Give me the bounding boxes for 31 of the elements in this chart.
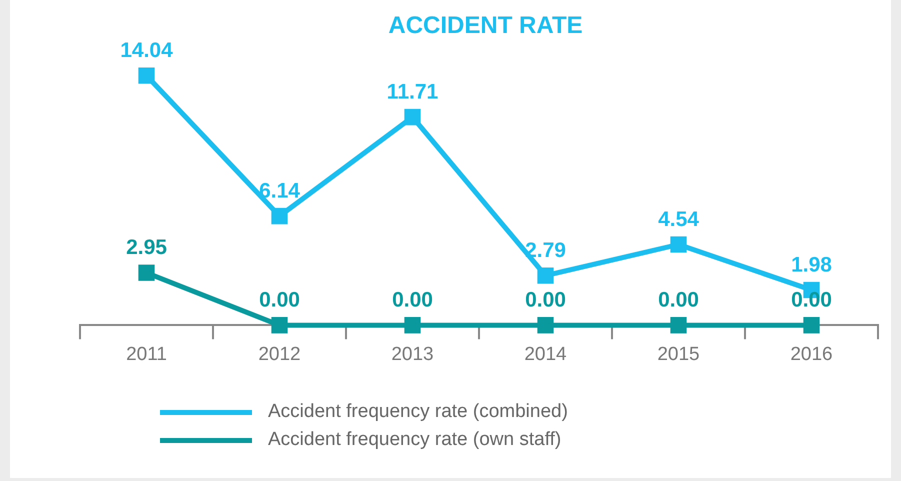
data-label: 4.54	[658, 208, 700, 231]
data-label: 1.98	[791, 253, 832, 276]
data-label: 0.00	[658, 288, 699, 312]
point	[271, 317, 288, 334]
x-tick-label: 2015	[657, 344, 700, 365]
chart-title: ACCIDENT RATE	[388, 12, 583, 40]
point	[670, 317, 687, 334]
data-label: 14.04	[120, 38, 174, 62]
x-tick-label: 2011	[126, 344, 167, 365]
data-label: 0.00	[525, 288, 566, 312]
point	[404, 108, 421, 126]
x-tick-label: 2013	[391, 344, 434, 365]
point	[803, 317, 820, 334]
point	[670, 236, 687, 253]
data-label: 6.14	[259, 179, 300, 202]
data-label: 2.95	[126, 236, 168, 260]
x-tick-label: 2014	[524, 344, 568, 365]
point	[271, 208, 288, 224]
x-tick-label: 2016	[790, 344, 833, 365]
point	[537, 267, 554, 284]
data-label: 0.00	[392, 288, 433, 312]
data-label: 0.00	[259, 288, 300, 312]
data-label: 11.71	[386, 80, 439, 104]
x-tick-label: 2012	[258, 344, 301, 365]
legend-label: Accident frequency rate (combined)	[268, 401, 568, 423]
legend-label: Accident frequency rate (own staff)	[268, 429, 562, 451]
data-label: 0.00	[791, 288, 832, 312]
point	[537, 317, 554, 334]
point	[138, 264, 155, 281]
point	[404, 317, 421, 334]
point	[138, 67, 155, 84]
